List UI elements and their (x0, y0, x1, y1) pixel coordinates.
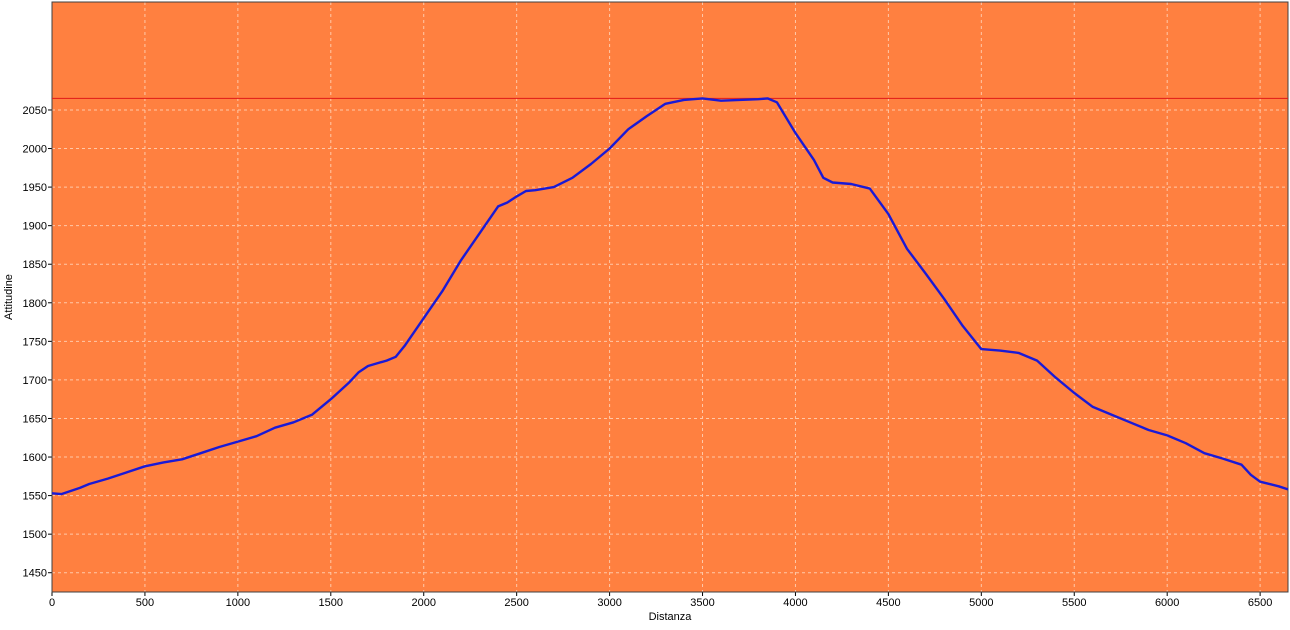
y-tick-label-4: 1650 (23, 413, 47, 425)
y-tick-label-6: 1750 (23, 336, 47, 348)
x-tick-label-12: 6000 (1155, 597, 1179, 609)
x-axis-label: Distanza (649, 611, 693, 623)
x-tick-label-8: 4000 (783, 597, 807, 609)
y-tick-label-11: 2000 (23, 144, 47, 156)
x-tick-label-9: 4500 (876, 597, 900, 609)
y-tick-label-9: 1900 (23, 221, 47, 233)
plot-area (52, 2, 1288, 592)
x-tick-label-2: 1000 (226, 597, 250, 609)
y-tick-label-12: 2050 (23, 105, 47, 117)
y-tick-label-1: 1500 (23, 529, 47, 541)
y-axis-tick-labels: 1450 1500 1550 1600 1650 1700 1750 1800 1850 1900… (23, 105, 52, 580)
y-tick-label-7: 1800 (23, 298, 47, 310)
x-tick-label-3: 1500 (319, 597, 343, 609)
y-tick-label-10: 1950 (23, 182, 47, 194)
x-tick-label-7: 3500 (690, 597, 714, 609)
plot-border (51, 1, 1289, 593)
grid-lines (52, 2, 1288, 592)
x-tick-label-11: 5500 (1062, 597, 1086, 609)
y-tick-label-5: 1700 (23, 375, 47, 387)
x-tick-label-10: 5000 (969, 597, 993, 609)
series-line-altitude (51, 97, 1289, 496)
x-axis-tick-labels: 0 500 1000 1500 2000 2500 3000 3500 4000 4500 5000… (49, 592, 1272, 609)
y-tick-label-2: 1550 (23, 491, 47, 503)
y-tick-label-0: 1450 (23, 568, 47, 580)
x-tick-label-0: 0 (49, 597, 55, 609)
x-tick-label-6: 3000 (597, 597, 621, 609)
x-tick-label-4: 2000 (411, 597, 435, 609)
y-tick-label-3: 1600 (23, 452, 47, 464)
x-tick-label-13: 6500 (1248, 597, 1272, 609)
x-tick-label-1: 500 (136, 597, 154, 609)
x-tick-label-5: 2500 (504, 597, 528, 609)
y-axis-label: Attitudine (3, 274, 15, 320)
y-tick-label-8: 1850 (23, 259, 47, 271)
